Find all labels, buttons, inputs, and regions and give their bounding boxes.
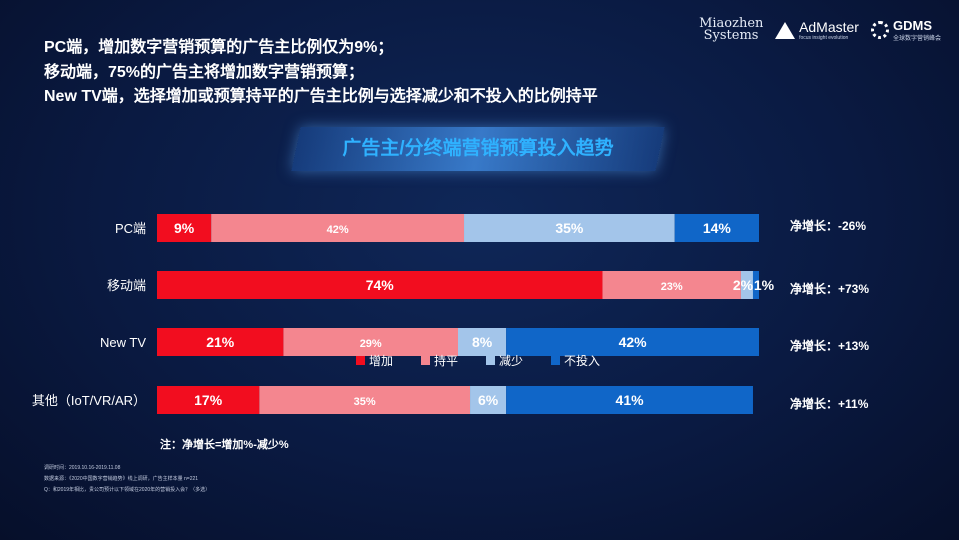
legend-label-increase: 增加 (369, 354, 394, 368)
bar-value-label: 8% (472, 334, 493, 350)
legend-label-decrease: 减少 (499, 354, 524, 368)
bar-value-label: 41% (616, 392, 645, 408)
bar-segment-increase (157, 271, 603, 299)
bar-segment-flat (211, 214, 465, 242)
bar-segment-increase (157, 328, 284, 356)
bar-segment-increase (157, 386, 260, 414)
logo-bar: Miaozhen Systems AdMaster focus insight … (699, 16, 941, 43)
bar-value-label: 35% (354, 396, 376, 408)
legend-item-decrease: 减少 (486, 352, 523, 369)
net-growth-label: 净增长：+73% (790, 281, 869, 296)
bar-segment-none (506, 386, 753, 414)
bar-value-label: 14% (703, 220, 732, 236)
admaster-logo-text: AdMaster (799, 19, 859, 35)
admaster-logo-sub: focus insight evolution (799, 35, 849, 41)
category-label: PC端 (115, 221, 146, 236)
bar-value-label: 9% (174, 220, 195, 236)
bar-value-label: 21% (206, 334, 235, 350)
legend-item-flat: 持平 (421, 352, 458, 369)
miaozhen-logo: Miaozhen Systems (699, 16, 764, 43)
bar-value-label: 1% (754, 277, 775, 293)
bar-value-label: 2% (733, 277, 754, 293)
miaozhen-logo-line-1: Miaozhen (699, 16, 764, 31)
bar-segment-none (752, 271, 759, 299)
bar-segment-decrease (464, 214, 675, 242)
chart-title: 广告主/分终端营销预算投入趋势 (342, 138, 614, 159)
legend-swatch-none (551, 356, 561, 365)
net-growth-label: 净增长：+13% (790, 338, 869, 353)
bar-value-label: 74% (366, 277, 395, 293)
bar-segment-flat (259, 386, 471, 414)
gdms-logo: GDMS 全球数字营销峰会 (870, 18, 941, 42)
gdms-mark-icon (870, 21, 889, 39)
bar-value-label: 42% (619, 334, 648, 350)
bar-value-label: 17% (194, 392, 223, 408)
bar-segment-decrease (458, 328, 507, 356)
bar-segment-none (674, 214, 759, 242)
category-label: 其他（IoT/VR/AR） (32, 393, 146, 408)
legend-label-none: 不投入 (564, 354, 601, 368)
bar-segment-flat (602, 271, 741, 299)
bar-segment-increase (157, 214, 212, 242)
bar-segment-decrease (740, 271, 753, 299)
miaozhen-logo-line-2: Systems (703, 28, 759, 43)
legend-swatch-flat (421, 356, 431, 365)
footnote-question: Q：和2019年相比，贵公司预计以下领域在2020年的营销投入会？（多选） (44, 487, 211, 493)
bar-segment-decrease (470, 386, 507, 414)
legend-swatch-increase (356, 356, 365, 365)
category-label: New TV (100, 335, 146, 350)
legend-label-flat: 持平 (434, 354, 459, 368)
bar-value-label: 6% (478, 392, 499, 408)
net-growth-label: 净增长：+11% (790, 396, 869, 411)
gdms-logo-sub: 全球数字营销峰会 (892, 36, 941, 42)
footnote-source: 数据来源：《2020中国数字营销趋势》线上调研，广告主样本量 n=221 (44, 476, 199, 482)
bar-value-label: 29% (360, 338, 382, 350)
legend-item-increase: 增加 (356, 352, 393, 369)
footnote-survey-time: 调研时间：2019.10.16-2019.11.08 (44, 465, 121, 471)
admaster-logo: AdMaster focus insight evolution (775, 19, 859, 41)
chart-legend: 增加 持平 减少 不投入 (356, 352, 600, 369)
headline-line-3: New TV端，选择增加或预算持平的广告主比例与选择减少和不投入的比例持平 (44, 88, 598, 105)
admaster-mark-icon (775, 21, 796, 39)
headline-line-2: 移动端，75%的广告主将增加数字营销预算； (44, 63, 365, 81)
legend-swatch-decrease (486, 356, 496, 365)
net-growth-label: 净增长：-26% (790, 218, 866, 233)
bar-value-label: 23% (661, 281, 683, 293)
legend-item-none: 不投入 (551, 352, 600, 369)
category-label: 移动端 (107, 278, 146, 293)
bar-value-label: 42% (327, 224, 349, 236)
headline-line-1: PC端，增加数字营销预算的广告主比例仅为9%； (44, 39, 394, 56)
footnotes: 调研时间：2019.10.16-2019.11.08 数据来源：《2020中国数… (44, 463, 210, 496)
bar-segment-none (506, 328, 759, 356)
bar-segment-flat (283, 328, 458, 356)
gdms-logo-text: GDMS (892, 18, 932, 33)
bar-value-label: 35% (555, 220, 584, 236)
headline: PC端，增加数字营销预算的广告主比例仅为9%； 移动端，75%的广告主将增加数字… (44, 36, 598, 110)
chart-note: 注：净增长=增加%-减少% (160, 439, 289, 451)
